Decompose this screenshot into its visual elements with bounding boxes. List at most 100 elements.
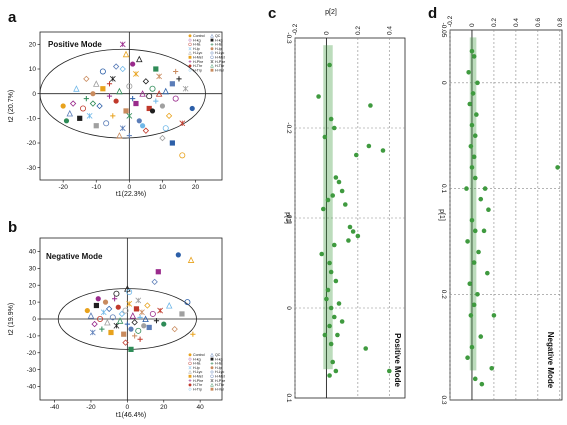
pa-point-32	[172, 95, 179, 102]
pd-point-0	[469, 48, 475, 54]
pb-ytick-label-7: 30	[29, 266, 37, 273]
pc-ytick-label-1: -0.2	[285, 122, 292, 134]
pa-legend-label-4: H-lla	[193, 43, 200, 47]
pb-point-23	[131, 319, 138, 326]
pd-point-14	[482, 186, 488, 191]
pa-legend-label-12: H-Phe	[193, 60, 203, 64]
pa-point-31	[169, 81, 175, 87]
pa-point-60	[179, 152, 186, 159]
pb-legend-marker-17	[210, 387, 214, 391]
pb-point-35	[161, 321, 167, 327]
pb-point-39	[184, 299, 191, 306]
pd-point-23	[471, 260, 477, 265]
pa-point-30	[165, 112, 173, 120]
pb-xtick-label-1: -20	[86, 404, 96, 411]
pa-legend-marker-9	[210, 51, 214, 55]
pb-legend-label-14: H-Thr	[193, 383, 203, 387]
pd-ytick-label-4: 0.3	[440, 395, 447, 404]
pc-point-29	[327, 323, 332, 329]
pd-point-24	[485, 270, 490, 276]
pc-loading-band	[323, 45, 333, 370]
pa-ytick-label-0: -30	[27, 165, 37, 172]
pb-legend-marker-2	[188, 357, 192, 361]
pa-legend-marker-6	[188, 47, 192, 51]
pd-point-9	[468, 143, 474, 149]
pa-point-53	[146, 93, 153, 100]
pa-ytick-label-3: 0	[32, 91, 36, 98]
pc-point-21	[319, 251, 325, 257]
pa-legend-marker-3	[210, 38, 214, 42]
pb-point-31	[146, 324, 152, 331]
pc-point-7	[366, 143, 372, 149]
pb-legend-label-2: H-kg	[193, 357, 201, 361]
pc-point-6	[322, 134, 328, 140]
pb-legend-label-6: H-lp	[193, 366, 200, 370]
pb-legend-label-16: H-Trp	[193, 387, 202, 391]
pa-legend-marker-10	[188, 55, 192, 59]
pa-point-28	[159, 103, 166, 109]
pd-point-5	[467, 101, 473, 107]
pa-point-54	[106, 81, 113, 87]
pb-legend-marker-5	[210, 361, 214, 365]
pa-legend-marker-1	[210, 33, 214, 38]
pa-legend-label-13: H-Phe	[215, 60, 225, 64]
panel-label-a: a	[8, 9, 17, 26]
pa-point-10	[100, 86, 106, 92]
pa-point-8	[93, 80, 100, 87]
pa-point-27	[156, 73, 163, 80]
pa-point-59	[169, 140, 175, 146]
pd-ytick-label-2: 0.1	[440, 184, 447, 193]
pa-legend-marker-4	[188, 42, 192, 47]
pd-point-22	[476, 249, 481, 255]
pc-point-15	[320, 206, 326, 212]
pb-point-11	[109, 314, 116, 321]
pb-xtick-label-3: 20	[160, 404, 168, 411]
pb-point-33	[153, 318, 160, 324]
pa-point-3	[77, 115, 83, 121]
pc-point-33	[333, 368, 339, 374]
pb-legend-label-11: H-Met	[215, 375, 225, 379]
pa-point-13	[109, 75, 116, 82]
pb-point-24	[133, 306, 140, 312]
pa-point-48	[182, 85, 189, 92]
pb-legend-label-8: H-Lyc	[193, 370, 202, 374]
pa-point-17	[123, 108, 129, 114]
pb-ytick-label-5: 10	[29, 299, 37, 306]
pb-legend-marker-12	[188, 379, 192, 383]
pc-point-34	[327, 373, 332, 378]
pa-legend-marker-13	[210, 60, 214, 64]
pd-ytick-label-3: 0.2	[440, 290, 447, 299]
pb-point-38	[179, 311, 185, 317]
pc-point-30	[335, 332, 340, 338]
pa-point-45	[153, 66, 159, 72]
pa-legend-label-10: H-Met	[193, 56, 203, 60]
pb-legend-label-7: H-lp	[215, 366, 222, 370]
chart-d-frame	[449, 29, 563, 401]
pa-point-34	[179, 120, 186, 127]
pb-point-7	[102, 299, 109, 305]
pa-point-6	[86, 112, 93, 119]
pa-legend-label-3: H-kg	[215, 38, 223, 42]
pd-point-19	[472, 228, 478, 234]
pa-point-2	[69, 100, 77, 107]
pb-ytick-label-1: -30	[27, 367, 37, 374]
pd-point-33	[489, 365, 495, 371]
pb-point-18	[122, 307, 129, 314]
pb-point-30	[144, 302, 151, 309]
pc-point-24	[333, 278, 339, 284]
pb-legend-marker-14	[188, 383, 192, 387]
pb-point-15	[116, 317, 124, 324]
pa-point-1	[66, 109, 74, 117]
pa-ytick-label-5: 20	[29, 42, 37, 49]
pa-point-50	[122, 50, 130, 58]
pb-point-53	[113, 290, 120, 297]
pa-legend-label-15: H-Thr	[215, 64, 225, 68]
pc-point-23	[328, 269, 334, 275]
pb-ytick-label-0: -40	[27, 384, 37, 391]
pa-legend-marker-5	[210, 42, 214, 46]
pd-point-29	[478, 334, 484, 339]
pa-legend-label-17: H-Val	[215, 68, 224, 72]
pd-point-28	[468, 313, 474, 318]
pc-xtick-label-3: 0.4	[386, 26, 393, 35]
pc-point-9	[333, 175, 339, 180]
